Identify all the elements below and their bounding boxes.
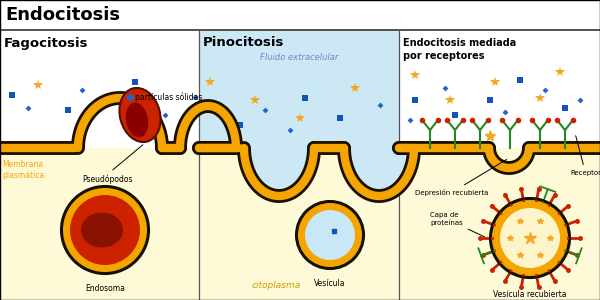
Bar bbox=[199, 30, 399, 148]
Text: Endosoma: Endosoma bbox=[85, 284, 125, 293]
Bar bbox=[399, 30, 600, 148]
Circle shape bbox=[298, 203, 362, 267]
Text: Vesícula: Vesícula bbox=[314, 279, 346, 288]
Circle shape bbox=[296, 201, 364, 269]
Bar bbox=[0, 0, 600, 30]
Text: Endocitosis: Endocitosis bbox=[5, 6, 120, 24]
Text: Fagocitosis: Fagocitosis bbox=[4, 37, 89, 50]
Bar bbox=[0, 30, 199, 148]
Text: Receptor: Receptor bbox=[570, 136, 600, 176]
Polygon shape bbox=[348, 148, 410, 192]
Circle shape bbox=[63, 188, 147, 272]
Text: citoplasma: citoplasma bbox=[251, 280, 301, 290]
Circle shape bbox=[500, 208, 560, 268]
Text: Depresión recubierta: Depresión recubierta bbox=[415, 159, 506, 196]
Ellipse shape bbox=[119, 88, 161, 142]
Text: Capa de
proteínas: Capa de proteínas bbox=[430, 212, 484, 237]
Text: Membrana
plasmática: Membrana plasmática bbox=[2, 160, 44, 180]
Circle shape bbox=[490, 198, 570, 278]
Text: partículas sólidas: partículas sólidas bbox=[135, 92, 202, 102]
Text: Vesícula recubierta: Vesícula recubierta bbox=[493, 290, 567, 299]
Text: Fluido extracelular: Fluido extracelular bbox=[260, 53, 338, 62]
Circle shape bbox=[70, 195, 140, 265]
Text: Endocitosis mediada
por receptores: Endocitosis mediada por receptores bbox=[403, 38, 516, 61]
Ellipse shape bbox=[126, 103, 148, 137]
Text: Pseudópodos: Pseudópodos bbox=[82, 145, 143, 184]
Circle shape bbox=[492, 200, 568, 276]
Text: Pinocitosis: Pinocitosis bbox=[203, 37, 284, 50]
Circle shape bbox=[61, 186, 149, 274]
Circle shape bbox=[305, 210, 355, 260]
Bar bbox=[0, 148, 600, 300]
Polygon shape bbox=[248, 148, 310, 192]
Ellipse shape bbox=[81, 212, 123, 247]
